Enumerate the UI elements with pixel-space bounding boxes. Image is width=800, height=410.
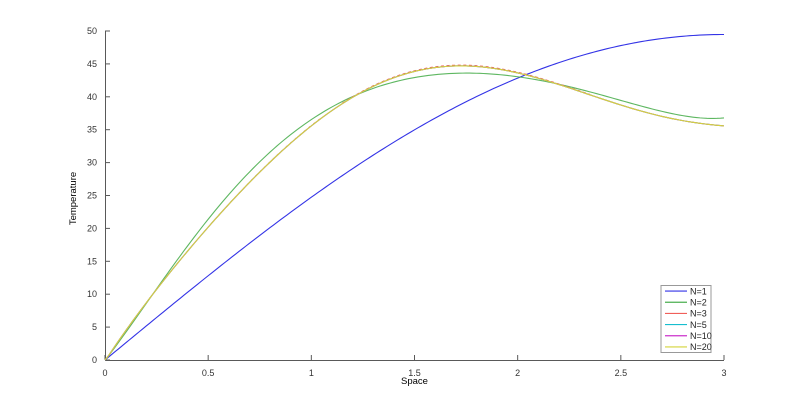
- svg-text:N=3: N=3: [690, 309, 707, 319]
- svg-text:N=20: N=20: [690, 342, 712, 352]
- svg-text:Space: Space: [401, 376, 428, 387]
- svg-text:1: 1: [309, 368, 314, 378]
- svg-text:0.5: 0.5: [202, 368, 215, 378]
- svg-text:25: 25: [87, 191, 97, 201]
- svg-text:0: 0: [102, 368, 107, 378]
- svg-text:40: 40: [87, 92, 97, 102]
- svg-text:20: 20: [87, 223, 97, 233]
- svg-text:15: 15: [87, 256, 97, 266]
- svg-text:0: 0: [92, 355, 97, 365]
- svg-text:2.5: 2.5: [615, 368, 628, 378]
- svg-text:2: 2: [515, 368, 520, 378]
- svg-text:10: 10: [87, 289, 97, 299]
- svg-text:35: 35: [87, 125, 97, 135]
- svg-text:N=2: N=2: [690, 298, 707, 308]
- svg-text:Temperature: Temperature: [68, 172, 79, 225]
- svg-text:3: 3: [721, 368, 726, 378]
- svg-text:50: 50: [87, 26, 97, 36]
- svg-text:N=5: N=5: [690, 320, 707, 330]
- svg-text:N=10: N=10: [690, 331, 712, 341]
- svg-text:5: 5: [92, 322, 97, 332]
- svg-text:30: 30: [87, 158, 97, 168]
- svg-text:45: 45: [87, 59, 97, 69]
- svg-text:N=1: N=1: [690, 286, 707, 296]
